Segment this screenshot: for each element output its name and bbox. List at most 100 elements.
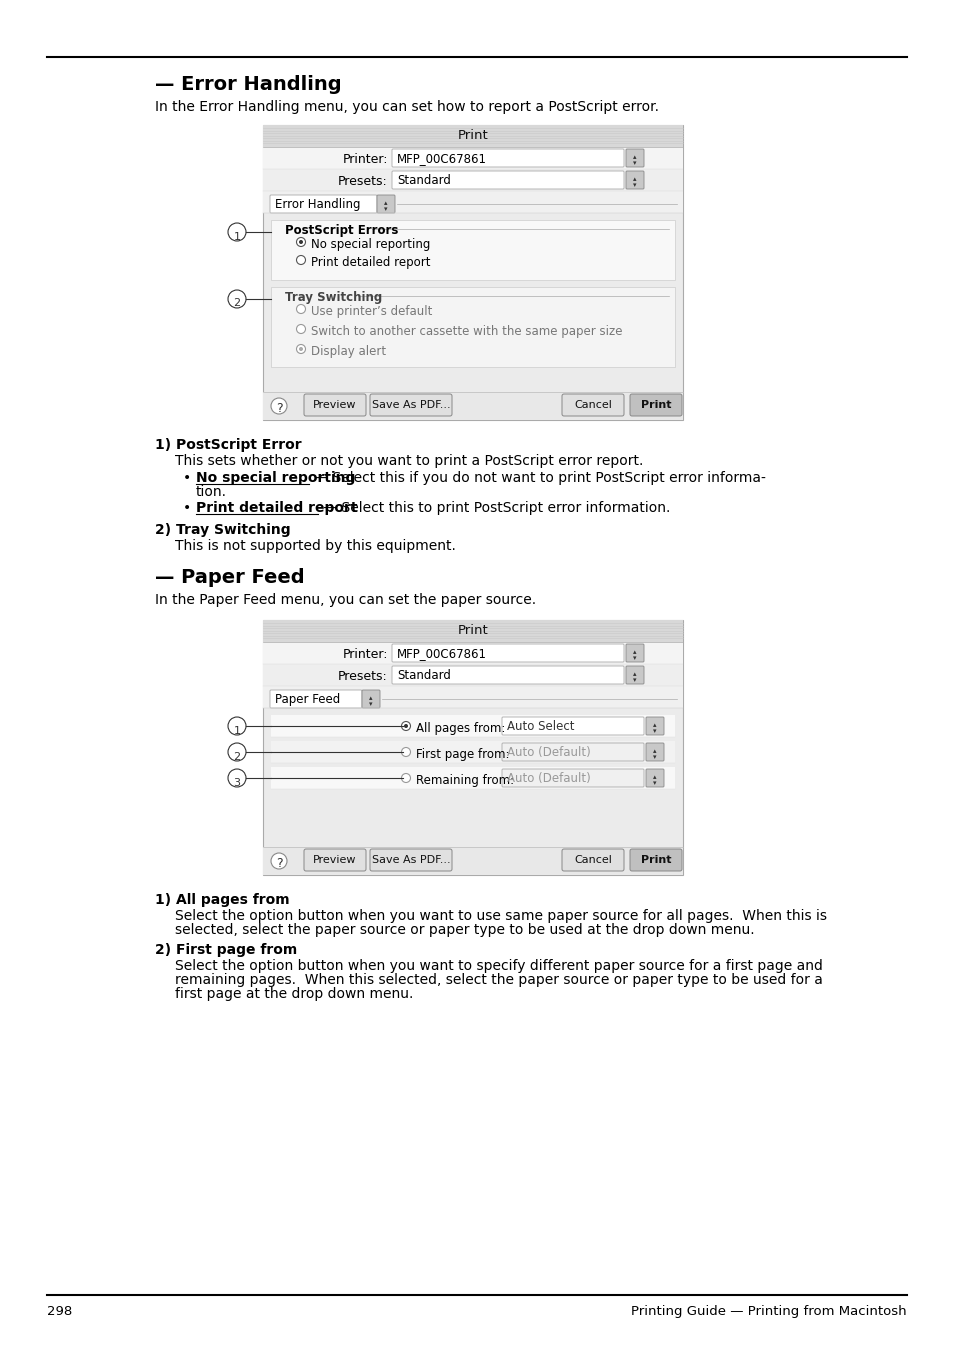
FancyBboxPatch shape <box>370 394 452 417</box>
FancyBboxPatch shape <box>625 666 643 683</box>
Circle shape <box>403 724 408 728</box>
Text: Presets:: Presets: <box>338 670 388 683</box>
Text: Use printer’s default: Use printer’s default <box>311 305 432 318</box>
Text: ▾: ▾ <box>633 182 636 187</box>
Text: 298: 298 <box>47 1305 72 1318</box>
FancyBboxPatch shape <box>304 849 366 871</box>
Text: Presets:: Presets: <box>338 175 388 187</box>
Text: Auto Select: Auto Select <box>506 720 574 733</box>
FancyBboxPatch shape <box>625 644 643 662</box>
Circle shape <box>228 768 246 787</box>
Text: ▴: ▴ <box>653 774 656 780</box>
FancyBboxPatch shape <box>501 717 643 735</box>
Text: ▾: ▾ <box>653 728 656 735</box>
Circle shape <box>296 305 305 314</box>
Text: 1) PostScript Error: 1) PostScript Error <box>154 438 301 452</box>
Text: ▾: ▾ <box>653 754 656 760</box>
Text: 2: 2 <box>233 751 240 762</box>
Text: Switch to another cassette with the same paper size: Switch to another cassette with the same… <box>311 325 622 338</box>
Bar <box>263 847 682 875</box>
Text: ▾: ▾ <box>633 655 636 661</box>
Bar <box>263 620 682 875</box>
Circle shape <box>401 774 410 782</box>
Text: Print: Print <box>640 855 671 865</box>
Circle shape <box>271 398 287 414</box>
Text: ▴: ▴ <box>633 177 636 182</box>
Text: ▴: ▴ <box>653 723 656 728</box>
Text: ▾: ▾ <box>633 677 636 683</box>
Text: remaining pages.  When this selected, select the paper source or paper type to b: remaining pages. When this selected, sel… <box>174 973 822 987</box>
FancyBboxPatch shape <box>376 195 395 213</box>
Text: Auto (Default): Auto (Default) <box>506 772 590 785</box>
Text: Preview: Preview <box>313 855 356 865</box>
Bar <box>263 125 682 147</box>
Circle shape <box>228 717 246 735</box>
Text: Remaining from:: Remaining from: <box>416 774 514 787</box>
Text: Cancel: Cancel <box>574 855 611 865</box>
FancyBboxPatch shape <box>561 394 623 417</box>
Bar <box>263 686 682 708</box>
Text: Preview: Preview <box>313 400 356 410</box>
Text: 2) First page from: 2) First page from <box>154 944 297 957</box>
Bar <box>263 686 682 708</box>
Bar <box>263 191 682 213</box>
FancyBboxPatch shape <box>270 690 361 708</box>
Circle shape <box>401 748 410 756</box>
Text: In the Paper Feed menu, you can set the paper source.: In the Paper Feed menu, you can set the … <box>154 593 536 607</box>
Text: In the Error Handling menu, you can set how to report a PostScript error.: In the Error Handling menu, you can set … <box>154 100 659 115</box>
Circle shape <box>296 237 305 247</box>
Text: Standard: Standard <box>396 174 451 187</box>
FancyBboxPatch shape <box>392 666 623 683</box>
Bar <box>263 642 682 665</box>
Text: ▴: ▴ <box>633 671 636 677</box>
Text: All pages from:: All pages from: <box>416 723 505 735</box>
FancyBboxPatch shape <box>561 849 623 871</box>
Circle shape <box>228 290 246 307</box>
Text: ▴: ▴ <box>369 696 373 701</box>
Text: ▴: ▴ <box>633 648 636 655</box>
Text: ▾: ▾ <box>633 160 636 166</box>
Text: ▾: ▾ <box>653 780 656 786</box>
Bar <box>271 741 675 763</box>
Text: This is not supported by this equipment.: This is not supported by this equipment. <box>174 539 456 553</box>
Text: first page at the drop down menu.: first page at the drop down menu. <box>174 987 413 1002</box>
Text: Standard: Standard <box>396 669 451 682</box>
Text: Paper Feed: Paper Feed <box>274 693 340 706</box>
FancyBboxPatch shape <box>361 690 379 708</box>
Text: Printer:: Printer: <box>342 154 388 166</box>
Circle shape <box>401 721 410 731</box>
Text: •: • <box>183 470 191 485</box>
Circle shape <box>298 240 303 244</box>
Text: — Paper Feed: — Paper Feed <box>154 568 304 586</box>
FancyBboxPatch shape <box>392 644 623 662</box>
Text: — Select this to print PostScript error information.: — Select this to print PostScript error … <box>318 501 670 515</box>
Text: — Error Handling: — Error Handling <box>154 75 341 94</box>
Text: Printer:: Printer: <box>342 648 388 661</box>
FancyBboxPatch shape <box>370 849 452 871</box>
Text: Save As PDF...: Save As PDF... <box>372 855 450 865</box>
Bar <box>263 147 682 168</box>
Text: •: • <box>183 501 191 515</box>
Text: selected, select the paper source or paper type to be used at the drop down menu: selected, select the paper source or pap… <box>174 923 754 937</box>
FancyBboxPatch shape <box>625 171 643 189</box>
Bar <box>263 620 682 642</box>
Text: MFP_00C67861: MFP_00C67861 <box>396 152 486 164</box>
Bar <box>263 168 682 191</box>
Text: This sets whether or not you want to print a PostScript error report.: This sets whether or not you want to pri… <box>174 454 642 468</box>
Bar <box>271 287 675 367</box>
FancyBboxPatch shape <box>392 171 623 189</box>
Bar <box>271 714 675 737</box>
Circle shape <box>296 345 305 353</box>
FancyBboxPatch shape <box>270 195 376 213</box>
Circle shape <box>298 346 303 350</box>
Text: 3: 3 <box>233 778 240 787</box>
FancyBboxPatch shape <box>392 150 623 167</box>
FancyBboxPatch shape <box>629 394 681 417</box>
Circle shape <box>296 256 305 264</box>
Text: MFP_00C67861: MFP_00C67861 <box>396 647 486 661</box>
Text: No special reporting: No special reporting <box>311 239 430 251</box>
Bar <box>263 125 682 421</box>
Text: Print: Print <box>457 129 488 142</box>
Text: Cancel: Cancel <box>574 400 611 410</box>
FancyBboxPatch shape <box>501 743 643 762</box>
